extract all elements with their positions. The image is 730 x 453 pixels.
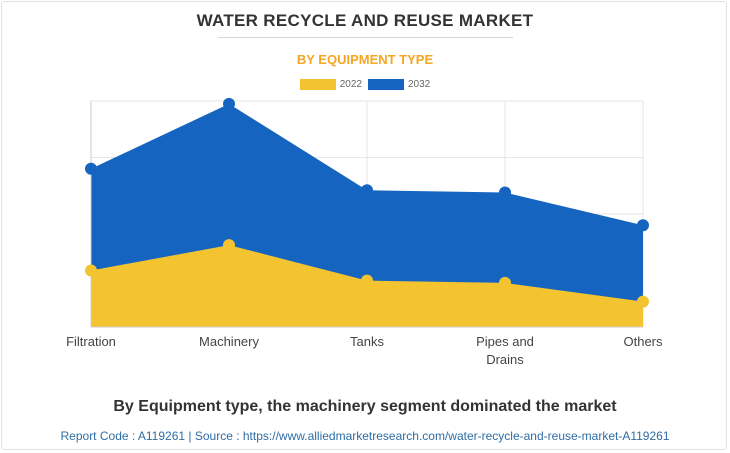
footer-separator: | <box>188 429 192 443</box>
x-tick-label: Machinery <box>199 334 259 349</box>
point-2032-3 <box>499 186 511 199</box>
legend-label-2022: 2022 <box>339 79 362 90</box>
legend-label-2032: 2032 <box>408 79 431 90</box>
point-2022-0 <box>85 264 97 277</box>
legend-swatch-2032 <box>368 79 404 90</box>
legend-swatch-2022 <box>299 79 336 90</box>
title-divider <box>218 37 513 38</box>
point-2032-2 <box>361 184 373 197</box>
x-tick-label: Pipes and Drains <box>476 334 534 367</box>
footer: Report Code : A119261 | Source : https:/… <box>0 429 730 443</box>
point-2032-1 <box>223 97 235 110</box>
source-link[interactable]: Source : https://www.alliedmarketresearc… <box>194 429 670 443</box>
point-2022-3 <box>499 276 511 289</box>
chart-subtitle: BY EQUIPMENT TYPE <box>296 52 434 67</box>
x-tick-label: Others <box>623 334 663 349</box>
x-tick-label: Tanks <box>350 334 384 349</box>
report-code: Report Code : A119261 <box>60 429 186 443</box>
point-2032-0 <box>85 162 97 175</box>
point-2022-1 <box>223 239 235 252</box>
legend-item-2022[interactable]: 2022 <box>299 79 362 90</box>
point-2022-2 <box>361 274 373 287</box>
chart-title: WATER RECYCLE AND REUSE MARKET <box>196 11 534 30</box>
point-2022-4 <box>637 295 649 308</box>
point-2032-4 <box>637 219 649 232</box>
legend-item-2032[interactable]: 2032 <box>368 79 430 90</box>
legend: 2022 2032 <box>0 79 730 90</box>
chart-caption: By Equipment type, the machinery segment… <box>113 398 617 415</box>
x-tick-label: Filtration <box>66 334 116 349</box>
